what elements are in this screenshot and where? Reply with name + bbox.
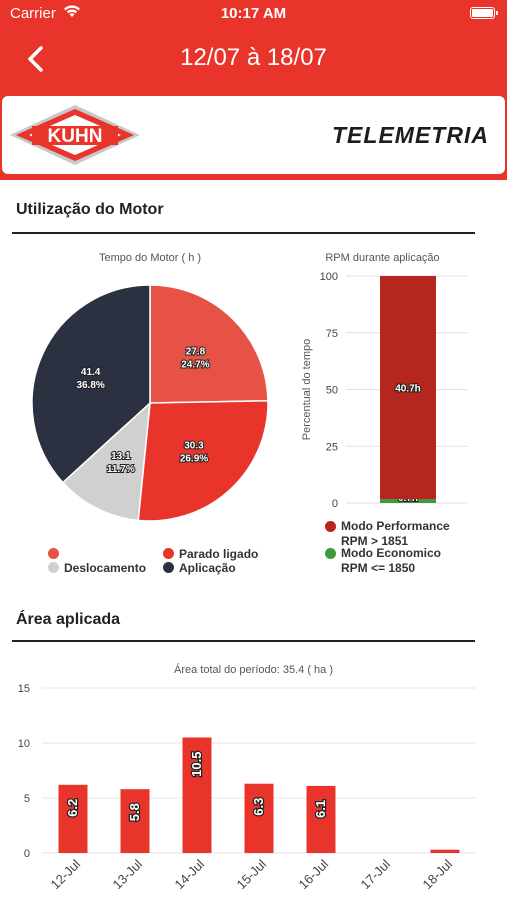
pie-slice-value-label: 41.4 [81, 367, 101, 378]
pie-slice-percent-label: 24.7% [181, 360, 209, 371]
status-time: 10:17 AM [220, 5, 287, 22]
area-section-title: Área aplicada [16, 611, 121, 628]
legend-dot-other [48, 548, 59, 559]
pie-slice [137, 399, 269, 522]
legend-dot-deslocamento [48, 562, 59, 573]
pie-slice [61, 401, 151, 522]
pie-slice-value-label: 27.8 [186, 347, 206, 358]
y-tick-label: 0 [332, 498, 338, 510]
x-tick-label: 17-Jul [357, 856, 393, 892]
pie-slice [31, 284, 151, 484]
pie-chart-caption: Tempo do Motor ( h ) [98, 252, 202, 264]
stacked-bar-segment [380, 499, 436, 503]
x-tick-label: 15-Jul [233, 856, 269, 892]
area-bar-value-label: 6.1 [313, 800, 328, 818]
area-bar [430, 849, 460, 853]
area-bar [58, 784, 88, 853]
chevron-left-icon [28, 46, 43, 72]
wifi-icon [63, 4, 81, 22]
area-bar-value-label: 10.5 [189, 752, 204, 777]
carrier-label: Carrier [10, 5, 56, 22]
area-bar-value-label: 6.3 [251, 798, 266, 816]
y-tick-label: 100 [320, 271, 338, 283]
telemetria-title: TELEMETRIA [332, 122, 489, 148]
legend-dot-economico [325, 548, 336, 559]
brand-card: KUHN TELEMETRIA [2, 96, 505, 174]
legend-dot-parado [163, 548, 174, 559]
x-tick-label: 18-Jul [419, 856, 455, 892]
stacked-bar-segment [380, 276, 436, 500]
pie-slice-percent-label: 36.8% [76, 380, 104, 391]
battery-icon [470, 7, 498, 19]
x-tick-label: 14-Jul [171, 856, 207, 892]
section-divider [12, 232, 475, 234]
pie-slice-value-label: 13.1 [111, 451, 131, 462]
status-bar: Carrier 10:17 AM [0, 0, 507, 28]
y-tick-label: 25 [326, 441, 338, 453]
legend-economico-title[interactable]: Modo Economico [341, 546, 441, 560]
kuhn-logo-text: KUHN [48, 126, 103, 147]
x-tick-label: 13-Jul [109, 856, 145, 892]
stacked-bar-label: 40.7h [395, 384, 421, 395]
area-bar [306, 785, 336, 853]
pie-slice-percent-label: 26.9% [180, 454, 208, 465]
brand-banner: KUHN TELEMETRIA [0, 92, 507, 180]
y-tick-label: 10 [18, 738, 30, 750]
y-tick-label: 50 [326, 385, 338, 397]
area-bar [182, 737, 212, 853]
legend-performance-rpm: RPM > 1851 [341, 534, 409, 548]
area-bar-value-label: 6.2 [65, 799, 80, 817]
legend-performance-title[interactable]: Modo Performance [341, 519, 450, 533]
y-tick-label: 0 [24, 848, 30, 860]
y-tick-label: 15 [18, 683, 30, 695]
area-bar [244, 783, 274, 853]
kuhn-logo: KUHN [10, 105, 140, 165]
engine-section-title: Utilização do Motor [16, 201, 164, 218]
legend-economico-rpm: RPM <= 1850 [341, 561, 416, 575]
y-tick-label: 5 [24, 793, 30, 805]
engine-time-pie-chart: 27.8 24.7% 30.3 26.9% 13.1 11.7% 41.4 36.8% [31, 284, 269, 522]
pie-slice-percent-label: 11.7% [107, 464, 135, 475]
legend-aplicacao[interactable]: Aplicação [179, 561, 236, 575]
pie-slice-value-label: 30.3 [184, 441, 204, 452]
back-button[interactable] [24, 44, 50, 74]
page-title: 12/07 à 18/07 [180, 44, 327, 71]
rpm-chart-caption: RPM durante aplicação [325, 252, 440, 264]
y-axis-label: Percentual do tempo [301, 339, 313, 441]
y-tick-label: 75 [326, 328, 338, 340]
x-tick-label: 12-Jul [47, 856, 83, 892]
pie-slice [149, 284, 269, 404]
legend-parado-ligado[interactable]: Parado ligado [179, 547, 259, 561]
area-bar-value-label: 5.8 [127, 803, 142, 821]
area-chart-caption: Área total do período: 35.4 ( ha ) [174, 664, 333, 676]
section-divider [12, 640, 475, 642]
legend-deslocamento[interactable]: Deslocamento [64, 561, 147, 575]
area-bar [120, 789, 150, 853]
legend-dot-aplicacao [163, 562, 174, 573]
area-bar-chart: 0 5 10 15 6.2 12-Jul 5.8 13-Jul 10.5 14-Jul 6.3 15-… [18, 683, 476, 892]
app-header: Carrier 10:17 AM 12/07 à 18/07 [0, 0, 507, 92]
legend-dot-performance [325, 521, 336, 532]
x-tick-label: 16-Jul [295, 856, 331, 892]
